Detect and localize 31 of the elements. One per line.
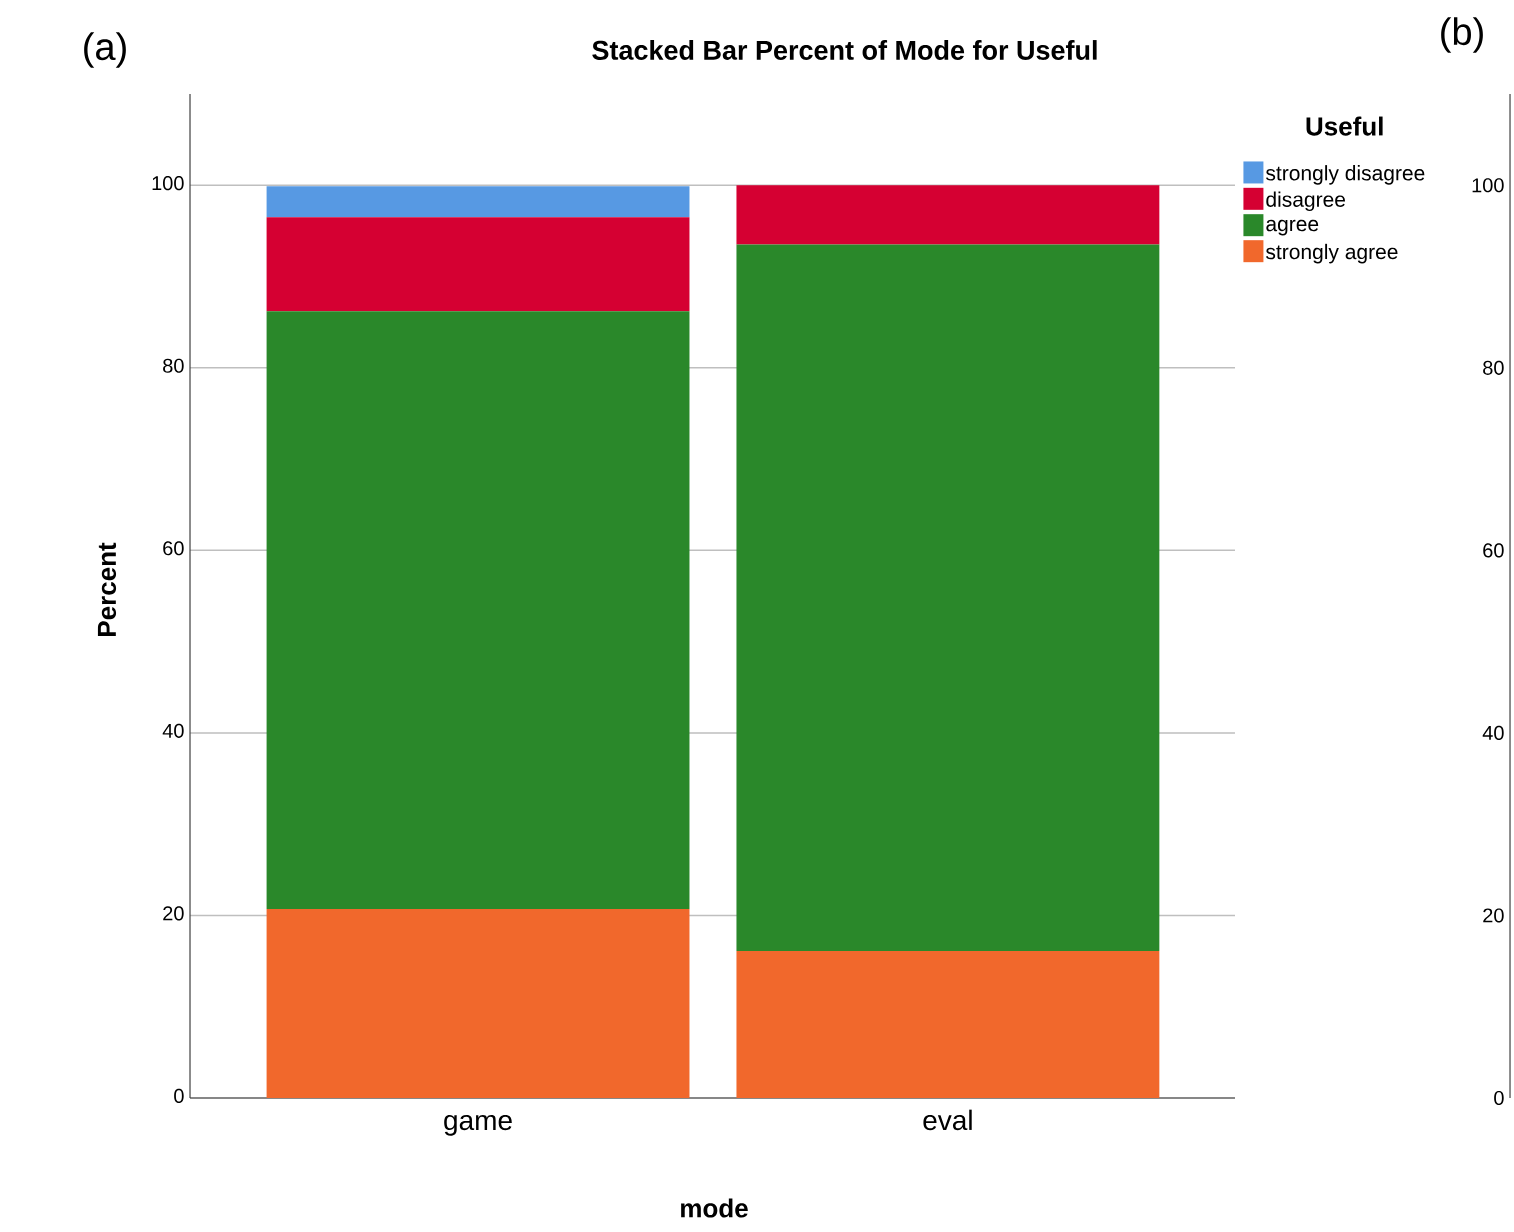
y2-tick-label: 100 [1472,178,1504,193]
legend-label: agree [1266,219,1319,236]
legend-title: Useful [1306,116,1383,136]
bar [266,217,690,312]
bar [736,185,1160,245]
y-axis-title: Percent [97,542,117,636]
bar [266,311,690,910]
legend-label: strongly agree [1266,243,1398,264]
bar [736,951,1160,1098]
bar [736,244,1160,952]
y2-tick-label: 60 [1483,543,1504,558]
bar [266,186,690,218]
y2-tick-label: 20 [1483,908,1504,923]
y2-tick-label: 40 [1482,725,1504,740]
y2-tick-label: 80 [1483,360,1504,375]
bar [266,909,690,1098]
y-tick-label: 60 [163,541,184,556]
chart-title: Stacked Bar Percent of Mode for Useful [592,40,1097,60]
legend-label: disagree [1266,191,1346,212]
x-tick-label: eval [923,1109,972,1131]
y-tick-label: 100 [152,176,184,191]
x-axis-title: mode [681,1198,748,1218]
text: (a) [84,32,126,68]
y-tick-label: 20 [163,906,184,921]
y-tick-label: 80 [163,358,184,373]
y2-tick-label: 0 [1494,1090,1504,1106]
x-tick-label: game [444,1114,512,1136]
legend-label: strongly disagree [1266,165,1425,185]
y-tick-label: 40 [162,723,184,738]
y-tick-label: 0 [174,1088,184,1103]
text: (b) [1441,17,1483,53]
